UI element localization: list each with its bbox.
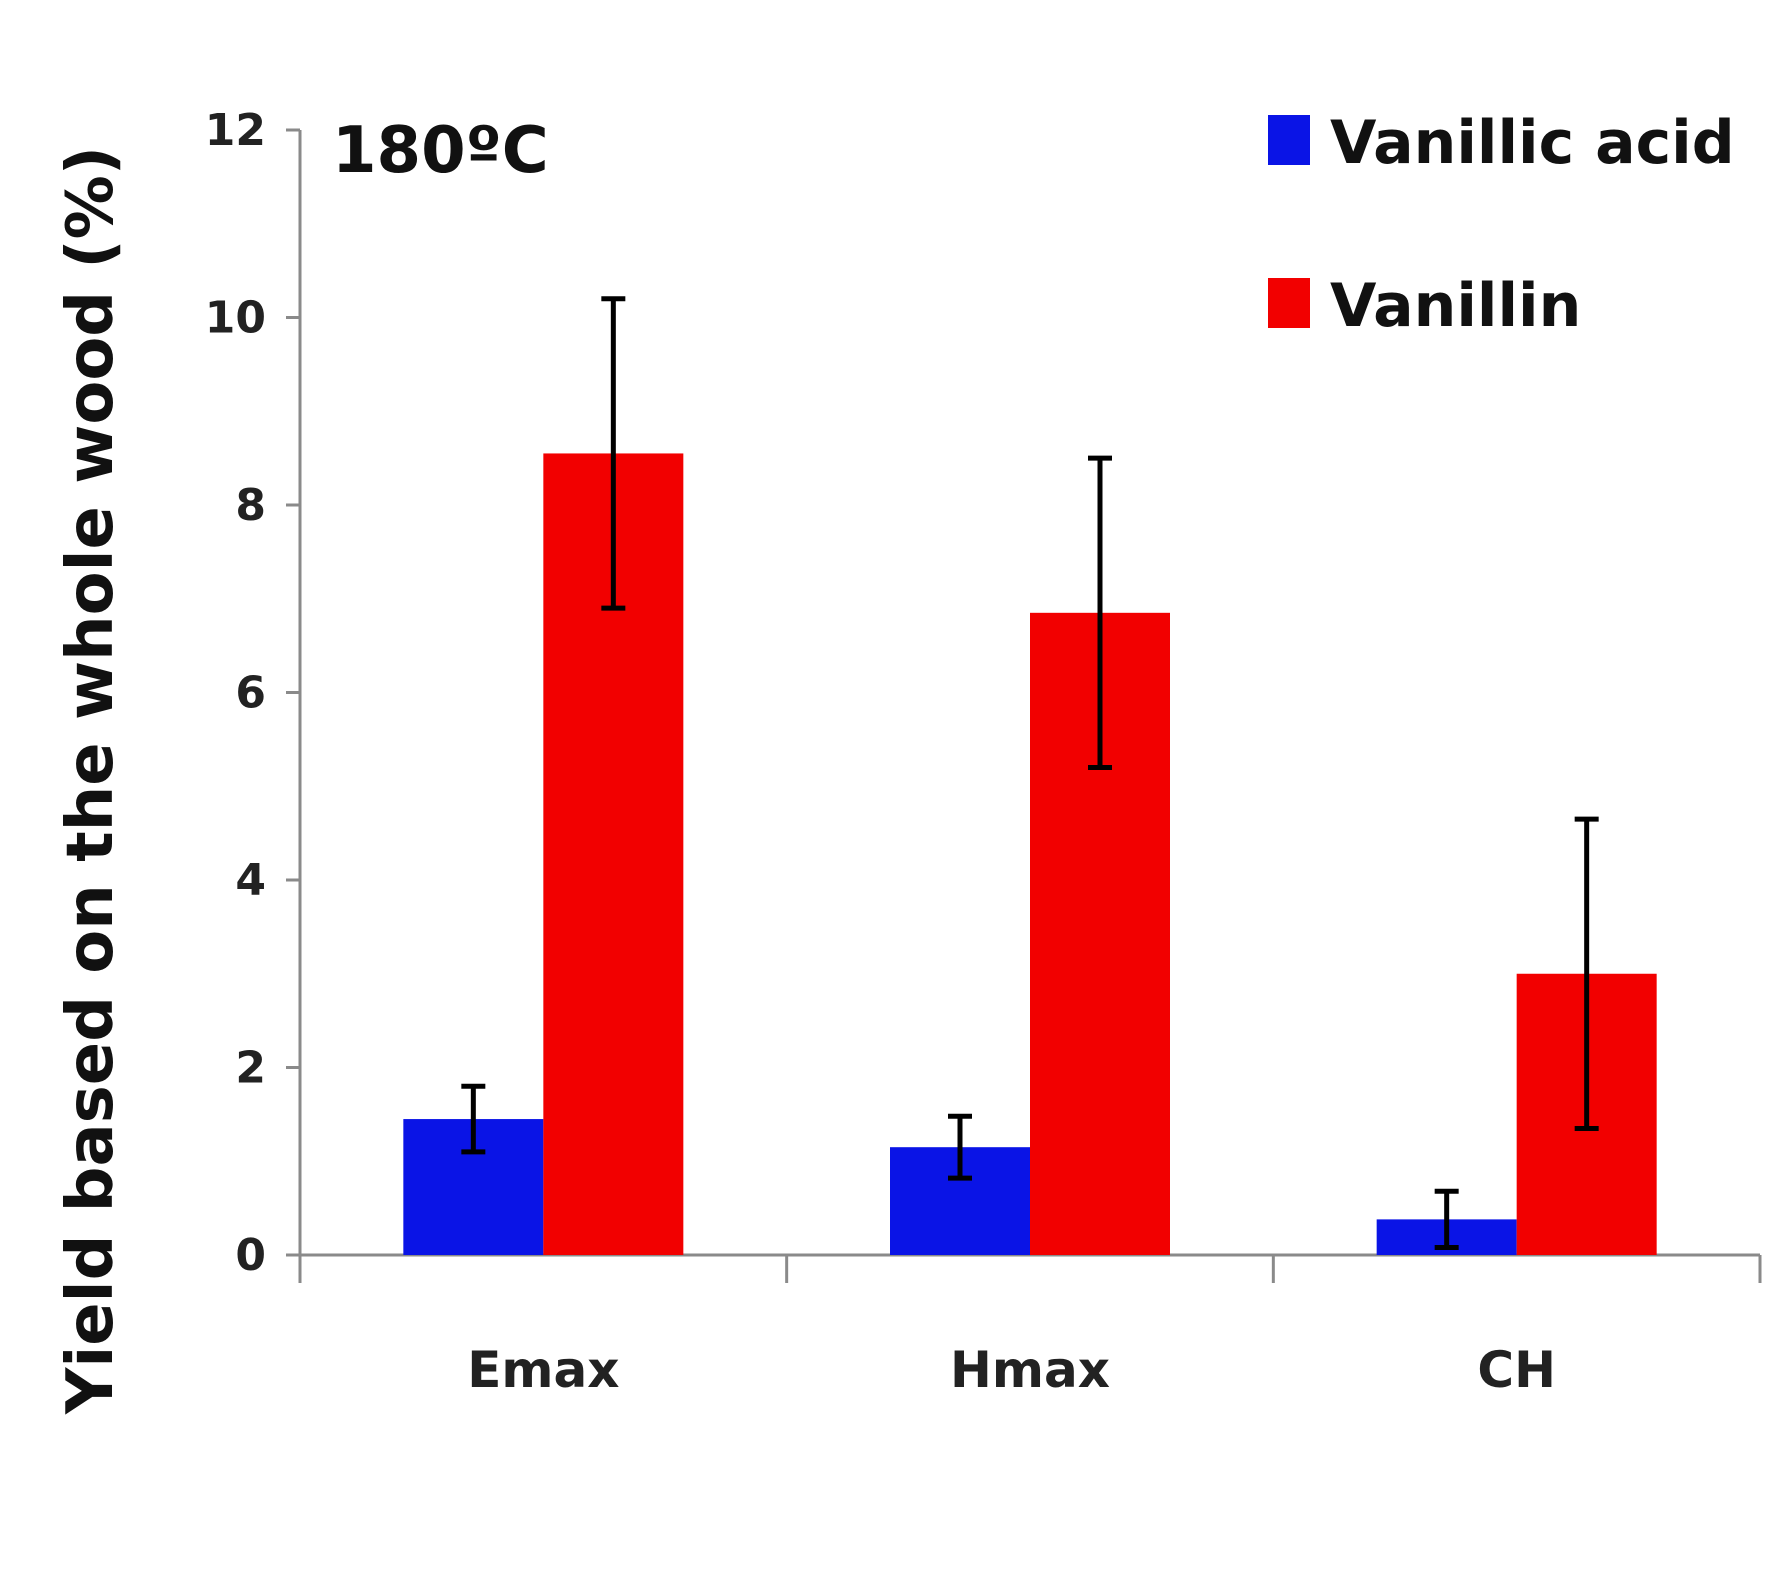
- legend-label-vanillin: Vanillin: [1330, 271, 1581, 341]
- y-tick-label: 10: [205, 293, 266, 344]
- y-tick-label: 0: [235, 1230, 266, 1281]
- legend-label-vanillic-acid: Vanillic acid: [1330, 108, 1735, 178]
- y-tick-label: 2: [235, 1043, 266, 1094]
- legend: Vanillic acid Vanillin: [1268, 108, 1735, 341]
- legend-swatch-vanillic-acid: [1268, 115, 1310, 165]
- temperature-annotation: 180ºC: [332, 114, 549, 188]
- legend-swatch-vanillin: [1268, 278, 1310, 328]
- x-axis: Emax Hmax CH: [298, 1253, 1762, 1399]
- y-tick-label: 6: [235, 668, 266, 719]
- y-axis: 0 2 4 6 8 10 12: [205, 105, 302, 1281]
- x-tick-label: Emax: [467, 1341, 619, 1399]
- y-tick-label: 8: [235, 480, 266, 531]
- y-tick-label: 12: [205, 105, 266, 156]
- bars: [403, 453, 1657, 1255]
- x-tick-label: CH: [1477, 1341, 1556, 1399]
- y-tick-label: 4: [235, 855, 266, 906]
- y-axis-label: Yield based on the whole wood (%): [54, 146, 128, 1415]
- x-tick-label: Hmax: [950, 1341, 1110, 1399]
- error-bars: [461, 296, 1599, 1250]
